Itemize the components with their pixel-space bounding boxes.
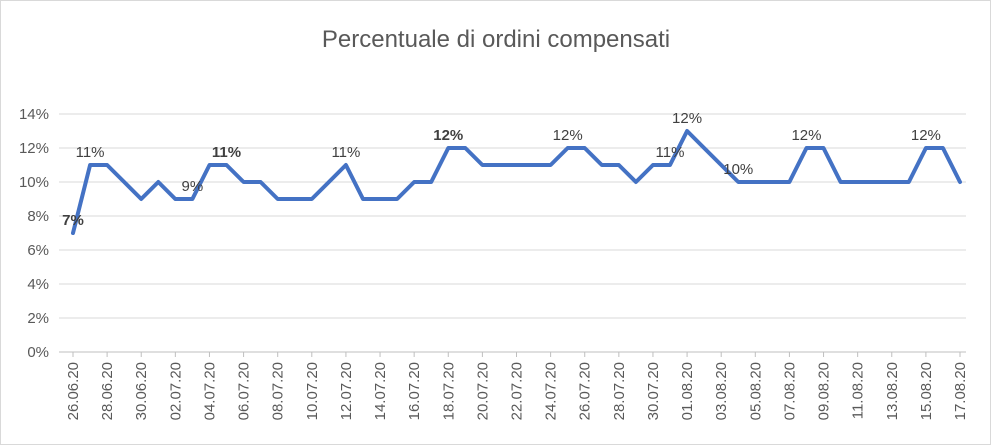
x-tick-label: 04.07.20 [201,362,218,420]
y-tick-label: 10% [19,174,49,191]
x-tick-label: 30.06.20 [133,362,150,420]
data-label: 11% [331,144,360,161]
x-axis-ticks: 26.06.20 28.06.20 30.06.20 02.07.20 04.07.20… [65,352,969,420]
x-tick-label: 05.08.20 [747,362,764,420]
y-tick-label: 4% [27,276,49,293]
x-tick-label: 11.08.20 [850,362,867,419]
y-tick-label: 8% [27,208,49,225]
x-tick-label: 07.08.20 [781,362,798,420]
x-tick-label: 08.07.20 [270,362,287,420]
data-label: 9% [182,178,204,195]
data-label: 12% [911,127,941,144]
data-label: 12% [791,127,821,144]
series-line [71,129,962,235]
x-tick-label: 28.06.20 [99,362,116,420]
y-tick-label: 2% [27,310,49,327]
x-tick-label: 17.08.20 [952,362,969,420]
y-tick-label: 6% [27,242,49,259]
x-tick-label: 20.07.20 [474,362,491,420]
x-tick-label: 10.07.20 [304,362,321,420]
y-axis-ticks: 0% 2% 4% 6% 8% 10% 12% 14% [19,106,49,361]
x-tick-label: 22.07.20 [509,362,526,420]
x-tick-label: 09.08.20 [816,362,833,420]
x-tick-label: 15.08.20 [918,362,935,420]
chart-title: Percentuale di ordini compensati [322,26,670,53]
x-tick-label: 30.07.20 [645,362,662,420]
gridlines [59,113,966,353]
data-label: 11% [76,144,105,161]
x-tick-label: 18.07.20 [440,362,457,420]
y-tick-label: 14% [19,106,49,123]
y-tick-label: 0% [27,344,49,361]
x-tick-label: 26.06.20 [65,362,82,420]
data-labels: 7% 11% 9% 11% 11% 12% 12% 11% 12% 10% 12% 12% [62,110,941,229]
x-tick-label: 16.07.20 [406,362,423,420]
data-label: 12% [433,127,463,144]
data-label: 11% [212,144,241,161]
x-tick-label: 06.07.20 [236,362,253,420]
x-tick-label: 24.07.20 [543,362,560,420]
data-label: 7% [62,212,84,229]
x-tick-label: 14.07.20 [372,362,389,420]
x-tick-label: 13.08.20 [884,362,901,420]
x-tick-label: 26.07.20 [577,362,594,420]
x-tick-label: 02.07.20 [167,362,184,420]
data-label: 11% [656,144,685,161]
data-label: 10% [723,161,753,178]
x-tick-label: 28.07.20 [611,362,628,420]
data-label: 12% [672,110,702,127]
x-tick-label: 01.08.20 [679,362,696,420]
series-line-layer [71,129,962,235]
x-tick-label: 03.08.20 [713,362,730,420]
y-tick-label: 12% [19,140,49,157]
data-label: 12% [553,127,583,144]
x-tick-label: 12.07.20 [338,362,355,420]
